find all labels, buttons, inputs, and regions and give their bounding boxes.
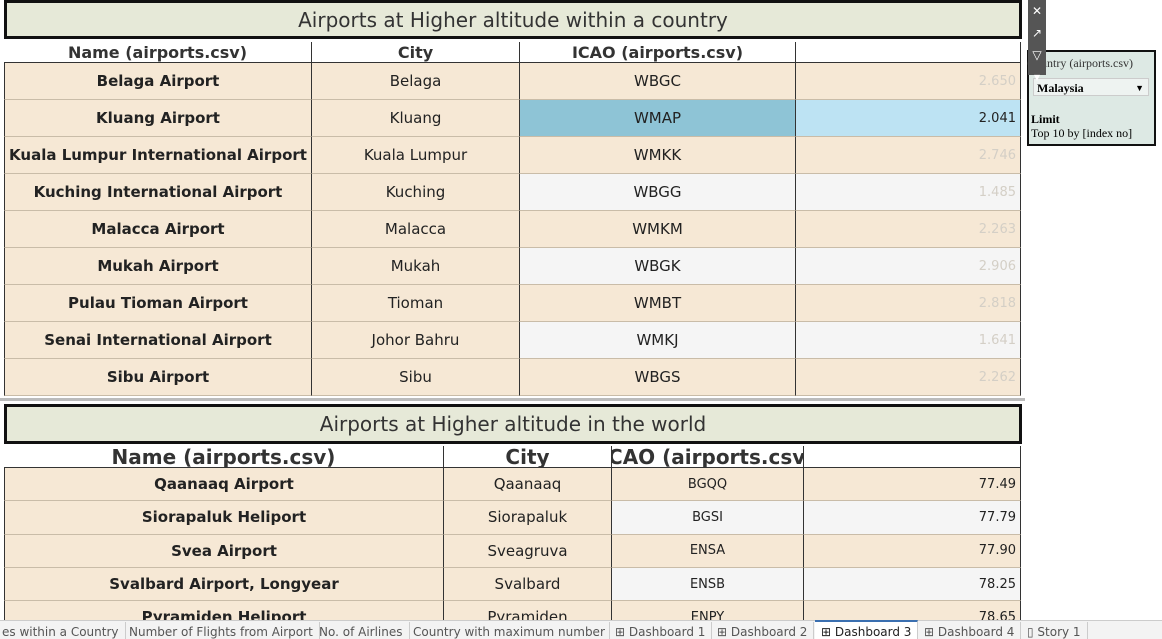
country-dropdown[interactable]: Malaysia ▼: [1033, 78, 1149, 96]
column-header: Name (airports.csv): [4, 42, 312, 63]
value-cell[interactable]: 1.485: [796, 174, 1021, 211]
table-cell[interactable]: Qaanaaq: [444, 468, 612, 502]
table-cell[interactable]: WMKK: [520, 137, 796, 174]
table-cell[interactable]: Tioman: [312, 285, 520, 322]
table-cell[interactable]: Pyramiden: [444, 601, 612, 620]
value-cell[interactable]: 2.650: [796, 63, 1021, 100]
table-cell[interactable]: Malacca Airport: [4, 211, 312, 248]
sheet-tab[interactable]: No. of Airlines: [313, 622, 410, 639]
column-header: City: [444, 446, 612, 468]
table-cell[interactable]: WMKJ: [520, 322, 796, 359]
value-cell[interactable]: 77.79: [804, 501, 1021, 535]
value-cell[interactable]: 1.641: [796, 322, 1021, 359]
value-cell[interactable]: 2.262: [796, 359, 1021, 396]
table-cell[interactable]: Kluang: [312, 100, 520, 137]
value-cell[interactable]: 77.90: [804, 534, 1021, 568]
table-cell[interactable]: Svalbard Airport, Longyear: [4, 567, 444, 602]
value-cell[interactable]: 2.906: [796, 248, 1021, 285]
table-cell[interactable]: Svea Airport: [4, 534, 444, 568]
value-cell[interactable]: 78.65: [804, 601, 1021, 620]
table-cell[interactable]: Belaga Airport: [4, 63, 312, 100]
divider: [0, 398, 1025, 401]
table-cell[interactable]: Senai International Airport: [4, 322, 312, 359]
table-cell[interactable]: Sveagruva: [444, 534, 612, 568]
filter-title: Country (airports.csv): [1027, 56, 1133, 70]
sheet-tab[interactable]: Country with maximum number: [407, 622, 610, 639]
table-cell[interactable]: ENPY: [612, 601, 804, 620]
table-cell[interactable]: Johor Bahru: [312, 322, 520, 359]
table-cell[interactable]: Siorapaluk Heliport: [4, 501, 444, 535]
table-cell[interactable]: WMKM: [520, 211, 796, 248]
sheet-tab[interactable]: ⊞ Dashboard 1: [609, 622, 713, 639]
table-cell[interactable]: WBGC: [520, 63, 796, 100]
sheet-tab[interactable]: Number of Flights from Airport: [123, 622, 320, 639]
table-cell[interactable]: WBGK: [520, 248, 796, 285]
column-header: City: [312, 42, 520, 63]
column-header: [796, 42, 1021, 63]
column-header: ICAO (airports.csv): [612, 446, 804, 468]
table-cell[interactable]: Kuching International Airport: [4, 174, 312, 211]
table-cell[interactable]: Kuala Lumpur International Airport: [4, 137, 312, 174]
table-cell[interactable]: Svalbard: [444, 567, 612, 602]
bottom-title: Airports at Higher altitude in the world: [4, 404, 1022, 444]
column-header: ICAO (airports.csv): [520, 42, 796, 63]
sheet-tab[interactable]: ⊞ Dashboard 3: [815, 620, 919, 639]
table-cell[interactable]: Pulau Tioman Airport: [4, 285, 312, 322]
table-cell[interactable]: Mukah: [312, 248, 520, 285]
table-cell[interactable]: Siorapaluk: [444, 501, 612, 535]
limit-label: Limit: [1031, 112, 1060, 126]
toolbar-cover: ✕ ↗ ▽ ▾: [1028, 0, 1046, 84]
table-cell[interactable]: Sibu Airport: [4, 359, 312, 396]
table-cell[interactable]: BGSI: [612, 501, 804, 535]
value-cell[interactable]: 77.49: [804, 468, 1021, 502]
sheet-tab[interactable]: ⊞ Dashboard 2: [711, 622, 815, 639]
top-title: Airports at Higher altitude within a cou…: [4, 0, 1022, 39]
table-cell[interactable]: Kluang Airport: [4, 100, 312, 137]
value-cell[interactable]: 2.263: [796, 211, 1021, 248]
table-cell[interactable]: Belaga: [312, 63, 520, 100]
table-cell[interactable]: WMAP: [520, 100, 796, 137]
table-cell[interactable]: Kuching: [312, 174, 520, 211]
table-cell[interactable]: Mukah Airport: [4, 248, 312, 285]
column-header: [804, 446, 1021, 468]
table-cell[interactable]: BGQQ: [612, 468, 804, 502]
table-cell[interactable]: Pyramiden Heliport: [4, 601, 444, 620]
limit-value: Top 10 by [index no]: [1031, 126, 1133, 140]
sheet-tab[interactable]: es within a Country: [0, 622, 126, 639]
table-cell[interactable]: WMBT: [520, 285, 796, 322]
table-cell[interactable]: WBGS: [520, 359, 796, 396]
table-cell[interactable]: Qaanaaq Airport: [4, 468, 444, 502]
value-cell[interactable]: 2.746: [796, 137, 1021, 174]
table-cell[interactable]: Malacca: [312, 211, 520, 248]
table-cell[interactable]: ENSB: [612, 567, 804, 602]
table-cell[interactable]: Sibu: [312, 359, 520, 396]
table-cell[interactable]: Kuala Lumpur: [312, 137, 520, 174]
filter-card: Country (airports.csv) Malaysia ▼ Limit T…: [1027, 50, 1156, 146]
dropdown-value: Malaysia: [1037, 81, 1084, 95]
value-cell[interactable]: 2.041: [796, 100, 1021, 137]
table-cell[interactable]: ENSA: [612, 534, 804, 568]
sheet-tab[interactable]: ⊞ Dashboard 4: [918, 622, 1022, 639]
column-header: Name (airports.csv): [4, 446, 444, 468]
value-cell[interactable]: 78.25: [804, 567, 1021, 602]
value-cell[interactable]: 2.818: [796, 285, 1021, 322]
sheet-tab[interactable]: ▯ Story 1: [1021, 622, 1088, 639]
table-cell[interactable]: WBGG: [520, 174, 796, 211]
